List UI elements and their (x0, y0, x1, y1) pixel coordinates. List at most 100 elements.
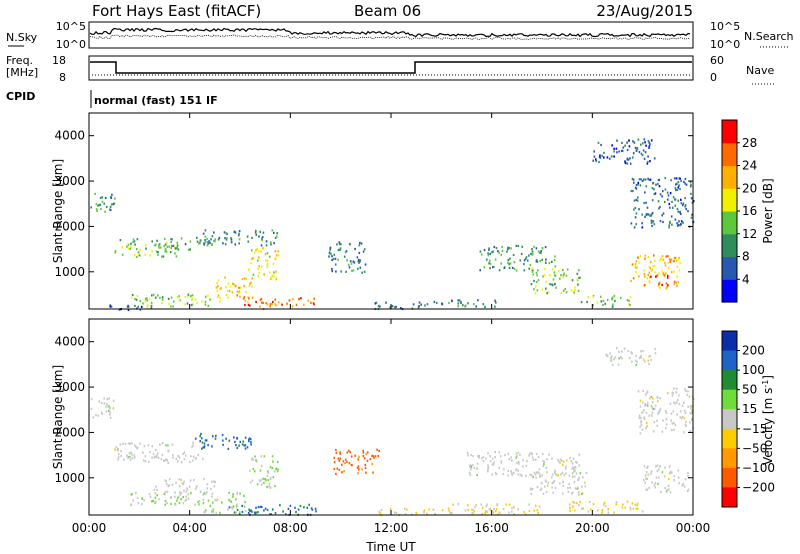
data-cell (559, 277, 561, 280)
data-cell (578, 504, 580, 507)
data-cell (545, 261, 547, 264)
data-cell (135, 491, 137, 494)
data-cell (257, 511, 259, 514)
data-cell (183, 451, 186, 454)
data-cell (573, 501, 576, 504)
data-cell (432, 508, 435, 511)
data-cell (428, 508, 430, 511)
data-cell (664, 486, 666, 490)
data-cell (532, 458, 535, 461)
data-cell (602, 303, 604, 307)
data-cell (651, 224, 653, 228)
data-cell (249, 304, 251, 307)
data-cell (562, 274, 565, 277)
data-cell (508, 266, 511, 270)
data-cell (198, 242, 200, 245)
data-cell (629, 303, 631, 307)
data-cell (464, 509, 467, 512)
data-cell (161, 255, 163, 258)
data-cell (276, 232, 278, 235)
data-cell (532, 273, 535, 276)
data-cell (178, 478, 181, 481)
data-cell (551, 260, 553, 263)
data-cell (215, 434, 217, 437)
data-cell (108, 409, 110, 412)
data-cell (648, 414, 651, 417)
data-cell (114, 197, 116, 200)
data-cell (275, 278, 278, 281)
data-cell (676, 182, 678, 185)
data-cell (121, 253, 124, 256)
data-cell (137, 502, 140, 505)
data-cell (252, 273, 255, 276)
data-cell (640, 143, 642, 146)
data-cell (155, 250, 158, 253)
data-cell (521, 245, 524, 248)
data-cell (460, 301, 462, 304)
data-cell (204, 238, 206, 242)
data-cell (495, 508, 498, 511)
data-cell (470, 454, 472, 457)
data-cell (561, 471, 564, 474)
data-cell (632, 507, 635, 510)
data-cell (574, 487, 577, 490)
data-cell (447, 507, 450, 510)
data-cell (522, 459, 524, 462)
data-cell (551, 473, 554, 476)
data-cell (602, 503, 605, 506)
data-cell (648, 146, 650, 149)
data-cell (203, 492, 206, 495)
data-cell (638, 151, 641, 154)
data-cell (531, 488, 534, 491)
data-cell (647, 177, 649, 180)
data-cell (530, 492, 533, 495)
data-cell (189, 240, 192, 243)
data-cell (222, 443, 224, 446)
data-cell (492, 266, 494, 269)
data-cell (531, 270, 534, 273)
data-cell (238, 230, 241, 233)
data-cell (265, 244, 268, 247)
data-cell (489, 460, 492, 463)
data-cell (487, 464, 489, 467)
data-cell (109, 205, 112, 208)
data-cell (505, 503, 508, 506)
data-cell (267, 471, 270, 474)
data-cell (147, 444, 150, 447)
data-cell (258, 479, 261, 482)
data-cell (393, 511, 396, 514)
data-cell (551, 482, 554, 485)
data-cell (486, 503, 488, 506)
data-cell (357, 472, 359, 475)
data-cell (333, 461, 336, 464)
data-cell (495, 473, 498, 476)
data-cell (679, 177, 681, 180)
data-cell (362, 451, 365, 454)
data-cell (346, 259, 348, 262)
data-cell (358, 258, 360, 262)
data-cell (379, 305, 381, 308)
data-cell (498, 511, 501, 514)
data-cell (264, 253, 267, 256)
data-cell (482, 456, 485, 459)
data-cell (641, 411, 643, 414)
data-cell (573, 466, 576, 469)
data-cell (119, 239, 122, 242)
data-cell (174, 491, 176, 494)
data-cell (158, 243, 161, 246)
data-cell (154, 448, 157, 452)
data-cell (269, 305, 271, 308)
data-cell (672, 392, 674, 395)
data-cell (267, 470, 269, 473)
data-cell (469, 473, 472, 476)
data-cell (269, 486, 272, 489)
data-cell (191, 294, 194, 297)
data-cell (213, 480, 215, 483)
data-cell (244, 436, 247, 439)
data-cell (274, 236, 277, 239)
data-cell (662, 190, 664, 193)
data-cell (687, 210, 689, 213)
data-cell (663, 475, 666, 478)
data-cell (675, 177, 678, 180)
